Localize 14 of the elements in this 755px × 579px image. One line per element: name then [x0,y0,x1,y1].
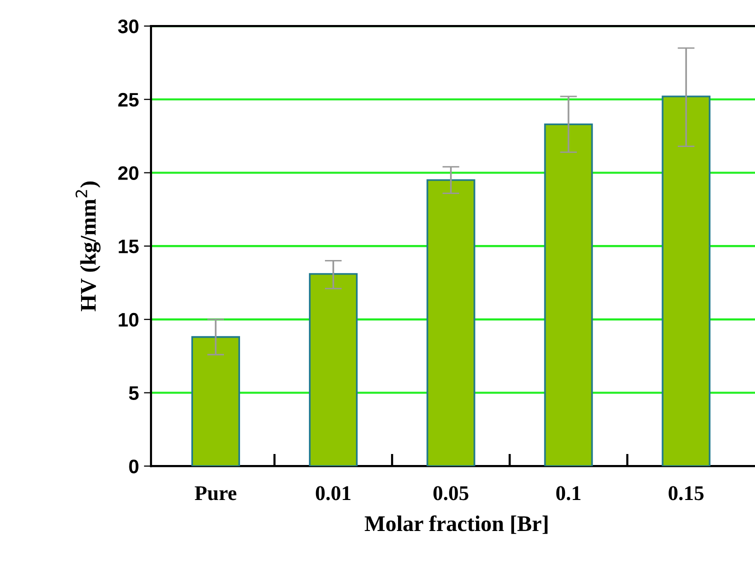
y-tick-label: 5 [128,386,139,400]
x-tick-label: Pure [194,486,236,500]
x-tick-label: 0.15 [668,486,704,500]
x-tick-label: 0.1 [556,486,580,500]
y-tick-label: 0 [129,460,138,474]
x-tick-label: 0.01 [316,486,350,500]
x-tick-label: 0.05 [433,486,468,500]
y-axis-title: HV (kg/mm$^{2}$) [76,182,101,312]
y-tick-label: 20 [118,166,138,180]
y-tick-label: 10 [118,312,138,327]
y-tick-label: 30 [118,20,138,34]
y-tick-label: 15 [118,240,139,254]
y-tick-label: 25 [118,92,139,107]
x-axis-title: Molar fraction [Br] [364,515,548,534]
